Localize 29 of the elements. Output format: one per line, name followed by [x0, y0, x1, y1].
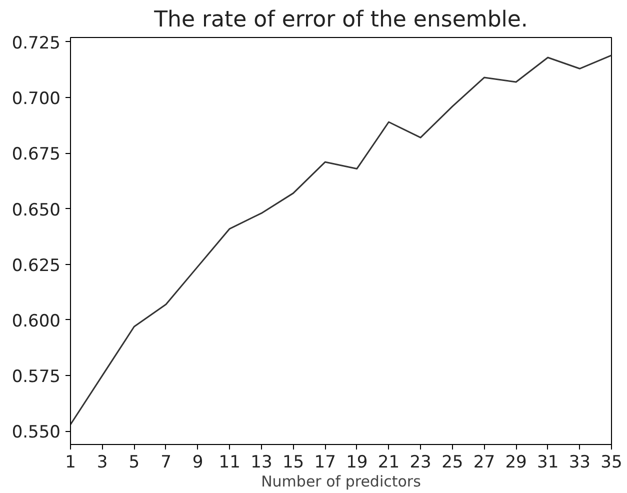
x-axis-title: Number of predictors — [261, 472, 422, 490]
y-tick-label: 0.550 — [12, 422, 61, 443]
y-tick-label: 0.725 — [12, 33, 61, 54]
x-tick-label: 19 — [346, 452, 368, 472]
line-series — [70, 54, 612, 426]
y-tick-label: 0.675 — [12, 144, 61, 165]
x-tick-label: 13 — [250, 452, 272, 472]
chart-title: The rate of error of the ensemble. — [153, 8, 528, 32]
y-tick-label: 0.700 — [12, 89, 61, 110]
x-tick-label: 9 — [192, 452, 204, 472]
x-tick-label: 25 — [442, 452, 464, 472]
y-tick-label: 0.600 — [12, 311, 61, 332]
x-tick-label: 1 — [65, 452, 76, 472]
x-tick-label: 5 — [128, 452, 140, 472]
y-tick-label: 0.575 — [12, 367, 61, 388]
x-tick-label: 31 — [537, 452, 559, 472]
x-tick-label: 17 — [314, 452, 336, 472]
x-tick-label: 3 — [96, 452, 108, 472]
x-tick-label: 35 — [600, 452, 622, 472]
x-tick-label: 15 — [282, 452, 304, 472]
x-tick-label: 11 — [218, 452, 240, 472]
x-tick-label: 23 — [410, 452, 432, 472]
x-tick-label: 7 — [160, 452, 172, 472]
x-tick-label: 21 — [378, 452, 400, 472]
y-tick-label: 0.650 — [12, 200, 61, 220]
x-tick-label: 29 — [505, 452, 527, 472]
x-tick-label: 33 — [568, 452, 590, 472]
x-tick-label: 27 — [473, 452, 496, 472]
y-tick-label: 0.625 — [12, 256, 61, 276]
